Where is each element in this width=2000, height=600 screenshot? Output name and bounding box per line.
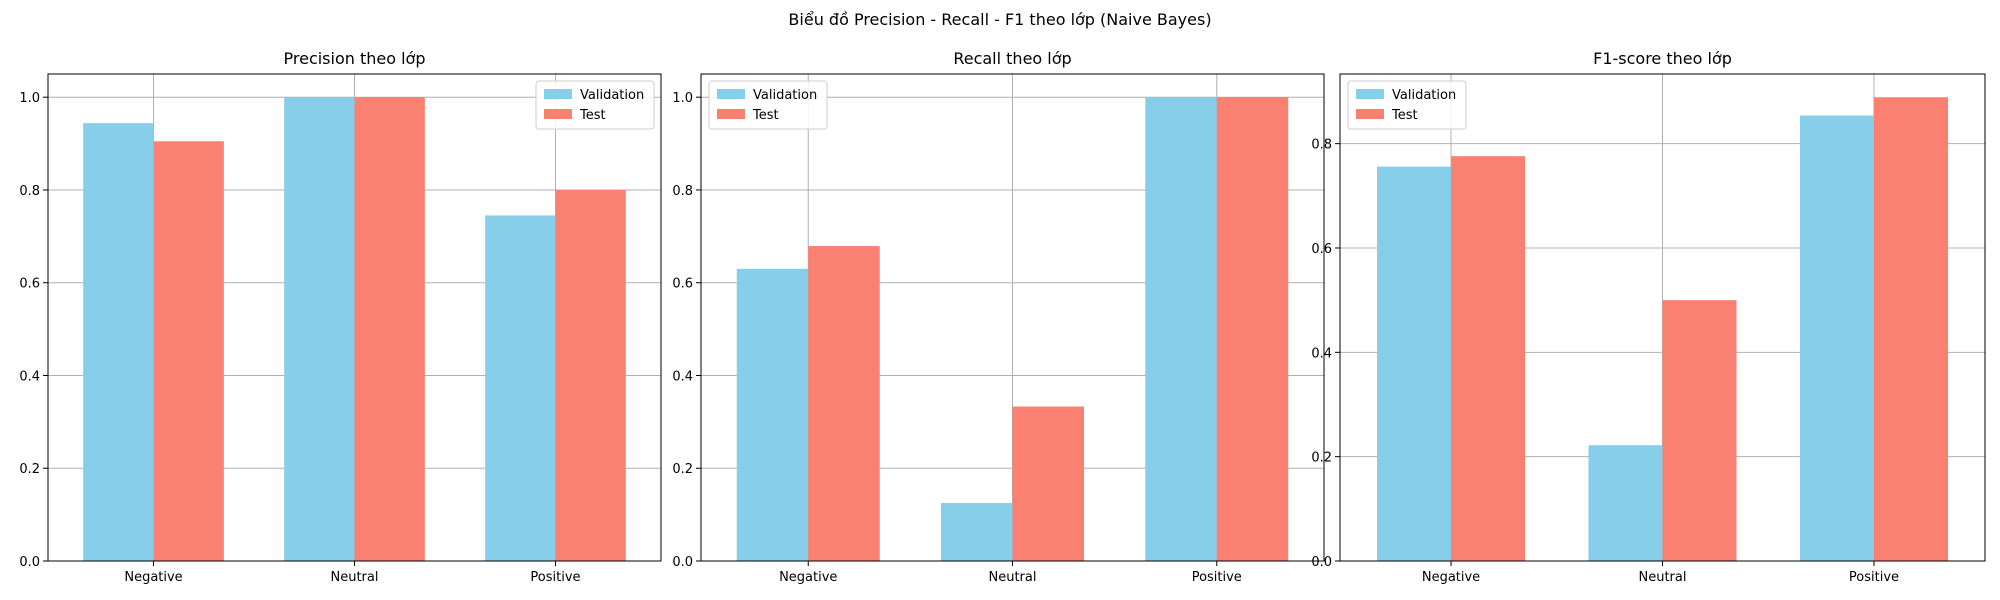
bar-validation-negative [736, 268, 809, 561]
x-tick-label: Neutral [1639, 570, 1687, 585]
x-tick-label: Positive [1849, 570, 1899, 585]
y-tick-label: 0.6 [672, 277, 693, 292]
bar-validation-positive [1145, 97, 1217, 561]
bar-test-neutral [1012, 406, 1084, 561]
legend-swatch-test [544, 109, 572, 119]
legend-label-validation: Validation [1392, 88, 1456, 103]
legend-swatch-test [717, 109, 745, 119]
bar-validation-neutral [284, 97, 355, 561]
y-tick-label: 0.2 [19, 462, 40, 477]
axes-frame [47, 73, 662, 562]
y-tick-label: 0.8 [1311, 138, 1332, 153]
legend-label-test: Test [752, 108, 779, 123]
x-tick-label: Negative [779, 570, 837, 585]
y-tick-label: 0.2 [1311, 451, 1332, 466]
x-tick-label: Positive [1192, 570, 1242, 585]
axes-frame [1339, 73, 1986, 562]
legend-label-test: Test [1391, 108, 1418, 123]
bar-test-neutral [1662, 300, 1737, 561]
y-tick-label: 0.4 [19, 369, 40, 384]
y-tick-label: 0.6 [1311, 242, 1332, 257]
bar-validation-negative [83, 123, 154, 561]
bar-validation-neutral [1588, 445, 1663, 561]
y-tick-label: 0.0 [19, 555, 40, 570]
legend-label-test: Test [579, 108, 606, 123]
chart-title-2: Recall theo lớp [953, 49, 1071, 68]
y-tick-label: 0.2 [672, 462, 693, 477]
legend-swatch-validation [1356, 89, 1384, 99]
y-tick-label: 1.0 [19, 91, 40, 106]
y-tick-label: 0.4 [672, 369, 693, 384]
x-tick-label: Neutral [989, 570, 1037, 585]
bar-test-negative [1451, 156, 1526, 562]
bar-test-positive [1216, 97, 1289, 561]
bar-test-positive [1873, 97, 1948, 561]
y-tick-label: 0.8 [19, 184, 40, 199]
chart-title-3: F1-score theo lớp [1593, 49, 1732, 68]
bar-test-negative [153, 141, 224, 561]
x-tick-label: Negative [1422, 570, 1480, 585]
bar-validation-positive [485, 215, 556, 561]
y-tick-label: 0.0 [1311, 555, 1332, 570]
y-tick-label: 0.0 [672, 555, 693, 570]
figure-suptitle: Biểu đồ Precision - Recall - F1 theo lớp… [788, 10, 1212, 29]
y-tick-label: 0.8 [672, 184, 693, 199]
bar-validation-neutral [941, 503, 1013, 561]
legend-label-validation: Validation [753, 88, 817, 103]
bar-test-neutral [354, 97, 425, 561]
bar-test-negative [808, 246, 880, 561]
x-tick-label: Positive [530, 570, 580, 585]
x-tick-label: Negative [124, 570, 182, 585]
x-tick-label: Neutral [331, 570, 379, 585]
bar-validation-negative [1377, 166, 1452, 561]
legend-swatch-test [1356, 109, 1384, 119]
y-tick-label: 0.6 [19, 277, 40, 292]
axes-frame [700, 73, 1325, 562]
chart-title-1: Precision theo lớp [284, 49, 426, 68]
y-tick-label: 1.0 [672, 91, 693, 106]
legend-swatch-validation [717, 89, 745, 99]
legend-swatch-validation [544, 89, 572, 99]
bar-validation-positive [1799, 115, 1874, 562]
legend-label-validation: Validation [580, 88, 644, 103]
bar-test-positive [555, 189, 626, 561]
y-tick-label: 0.4 [1311, 346, 1332, 361]
